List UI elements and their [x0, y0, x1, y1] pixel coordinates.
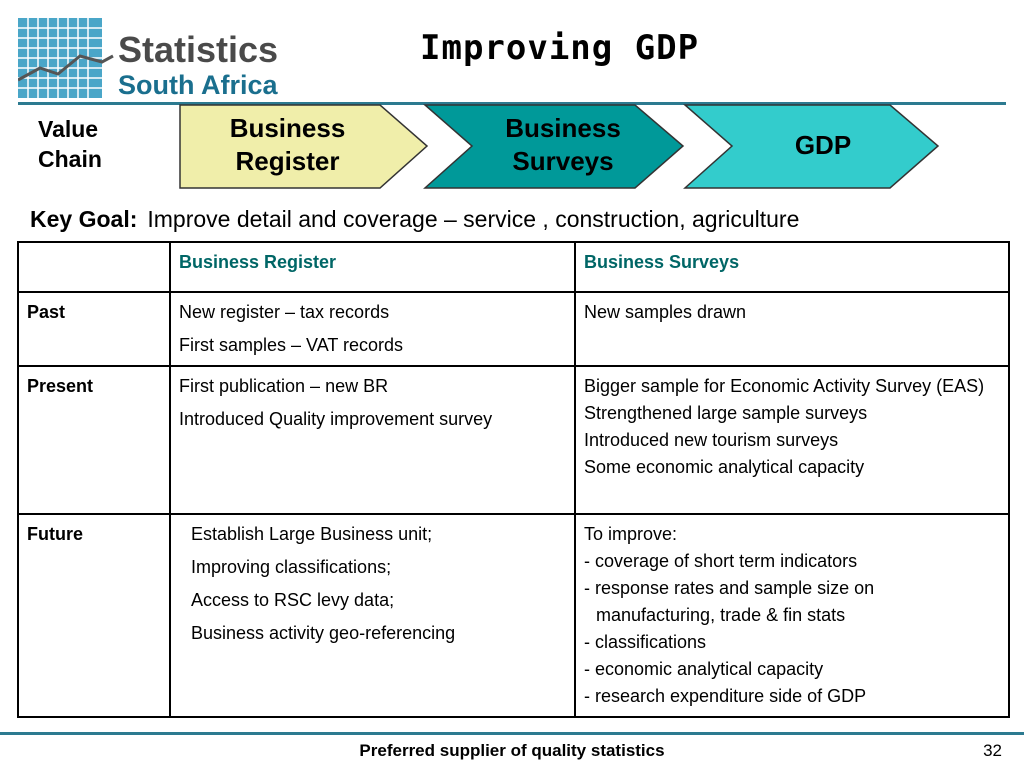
row-label-past: Past	[17, 291, 171, 367]
chevron-label-business-surveys: Business Surveys	[505, 113, 621, 176]
stats-sa-logo: Statistics South Africa	[17, 18, 308, 100]
value-chain-chevrons: Business Register Business Surveys GDP	[175, 100, 945, 192]
slide-title: Improving GDP	[420, 28, 700, 68]
cell-present-surveys: Bigger sample for Economic Activity Surv…	[574, 365, 1010, 515]
chevron-business-surveys	[422, 104, 685, 189]
table-row-past: Past New register – tax records First sa…	[17, 291, 1010, 367]
row-label-future: Future	[17, 513, 171, 718]
table-header-surveys: Business Surveys	[574, 241, 1010, 293]
footer-divider	[0, 732, 1024, 735]
chevron-business-register	[179, 104, 429, 189]
svg-text:South Africa: South Africa	[118, 70, 278, 100]
page-number: 32	[983, 741, 1002, 760]
cell-past-register: New register – tax records First samples…	[169, 291, 576, 367]
gdp-improvement-table: Business Register Business Surveys Past …	[17, 241, 1010, 718]
key-goal-text: Improve detail and coverage – service , …	[147, 206, 800, 232]
cell-present-register: First publication – new BR Introduced Qu…	[169, 365, 576, 515]
cell-future-register: Establish Large Business unit; Improving…	[169, 513, 576, 718]
value-chain-label: Value Chain	[38, 116, 102, 172]
key-goal-label: Key Goal:	[30, 206, 138, 232]
table-row-present: Present First publication – new BR Intro…	[17, 365, 1010, 515]
chevron-label-gdp: GDP	[794, 130, 852, 160]
table-row-future: Future Establish Large Business unit; Im…	[17, 513, 1010, 718]
table-header-row: Business Register Business Surveys	[17, 241, 1010, 293]
header-divider	[18, 102, 1006, 105]
cell-future-surveys: To improve: - coverage of short term ind…	[574, 513, 1010, 718]
svg-text:Statistics: Statistics	[118, 29, 278, 70]
cell-past-surveys: New samples drawn	[574, 291, 1010, 367]
chevron-gdp	[682, 104, 940, 189]
key-goal: Key Goal: Improve detail and coverage – s…	[30, 206, 799, 233]
table-header-register: Business Register	[169, 241, 576, 293]
row-label-present: Present	[17, 365, 171, 515]
footer-tagline: Preferred supplier of quality statistics	[359, 741, 665, 760]
table-header-blank	[17, 241, 171, 293]
grid-chart-icon: Statistics South Africa	[17, 18, 278, 100]
chevron-label-business-register: Business Register	[229, 113, 346, 176]
